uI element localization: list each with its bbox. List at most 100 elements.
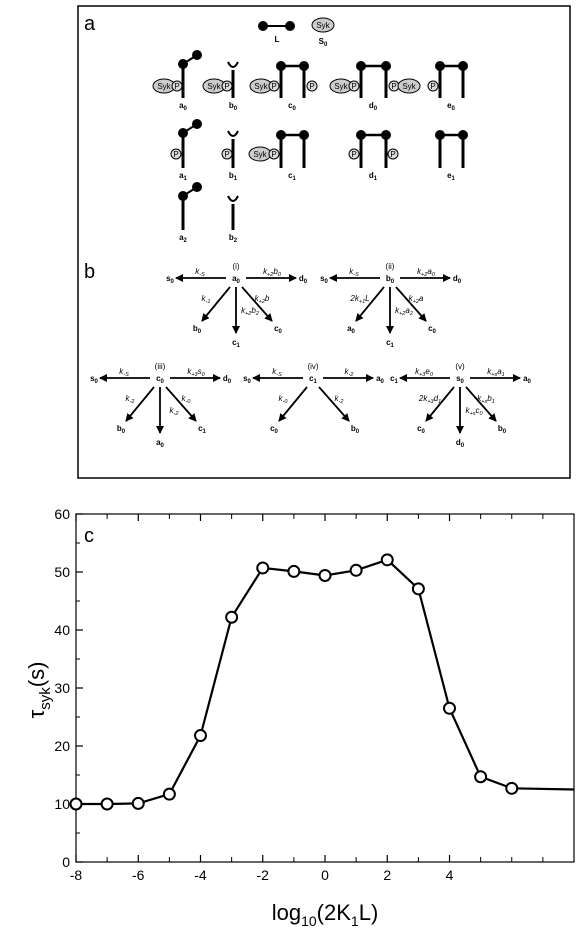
scheme-iii-arrow-downleft (125, 386, 155, 422)
scheme-i-downright: c0 (274, 324, 282, 335)
species-b1: Pb1 (221, 130, 239, 182)
scheme-ii-rate-downleft: 2k+1L (349, 294, 369, 305)
x-tick-label: -6 (132, 867, 145, 883)
scheme-iv-left: s0 (243, 374, 251, 385)
x-axis-ticks: -8 -6 -4 -2 0 2 4 (70, 514, 544, 883)
scheme-ii-left: s0 (320, 274, 328, 285)
scheme-i-rate-downleft: k-1 (202, 294, 211, 305)
panel-ab-frame (77, 5, 571, 479)
panel-c-label: c (84, 525, 94, 547)
scheme-ii-arrow-downright (395, 286, 427, 322)
scheme-iv-arrow-downright (318, 386, 350, 422)
scheme-v-downright: b0 (498, 424, 507, 435)
data-point (349, 563, 363, 577)
scheme-ii-downright: c0 (428, 324, 436, 335)
scheme-ii-rate-down: k+2a2 (395, 306, 413, 317)
scheme-i-rate-right: k+2b0 (263, 267, 282, 278)
species-a0-label: a0 (179, 101, 187, 112)
syk-text: Syk (402, 82, 416, 91)
x-tick-label: 0 (321, 867, 329, 883)
scheme-iii-rate-downright: k-0 (182, 394, 192, 405)
y-axis-label: τsyk(s) (24, 662, 54, 719)
scheme-ii-arrow-downleft (355, 286, 385, 322)
panel-a-label: a (84, 13, 96, 35)
scheme-i-rate-left: k-S (195, 267, 205, 278)
species-b0: Syk Pb0 (202, 61, 239, 112)
scheme-ii-rate-right: k+2a0 (417, 267, 436, 278)
y-tick-label: 60 (54, 506, 70, 522)
scheme-v-arrow-downright (465, 386, 497, 422)
species-a1: Pa1 (170, 119, 202, 182)
scheme-iii: (iii) c0 s0 k-S d0 k+3s0 b0 k-2 a0 k-2 c1 k-0 (90, 362, 232, 449)
data-point (225, 610, 239, 624)
scheme-iii-rate-right: k+3s0 (187, 367, 205, 378)
data-point (131, 796, 145, 810)
p-text: P (173, 150, 178, 159)
data-point (318, 568, 332, 582)
scheme-v-rate-downright: k+sb1 (477, 394, 494, 405)
scheme-i-roman: (i) (232, 262, 239, 271)
scheme-iii-rate-down: k-2 (170, 406, 179, 417)
species-c1-label: c1 (288, 171, 296, 182)
species-a2-label: a2 (179, 233, 187, 244)
scheme-ii-rate-downright: k+2a (409, 294, 424, 305)
scheme-v-rate-downleft: 2k+3d1 (418, 394, 441, 405)
data-point (194, 729, 207, 743)
y-tick-label: 0 (62, 854, 70, 870)
species-b2: b2 (227, 195, 239, 244)
x-tick-label: 4 (446, 867, 454, 883)
scheme-v-arrow-downleft (425, 386, 455, 422)
scheme-v-roman: (v) (455, 362, 465, 371)
scheme-iv-arrow-downleft (278, 386, 308, 422)
scheme-i-rate-down: k+2b2 (241, 306, 259, 317)
scheme-ii-center: b0 (386, 274, 395, 285)
scheme-iii-center: c0 (156, 374, 164, 385)
data-point (100, 797, 114, 811)
panel-b-label: b (84, 261, 95, 283)
data-point (69, 797, 83, 811)
scheme-iii-rate-left: k-S (119, 367, 129, 378)
p-text: P (430, 82, 435, 91)
x-tick-label: -2 (257, 867, 270, 883)
scheme-i-arrow-downright (241, 286, 273, 322)
scheme-i-rate-downright: k+2b (255, 294, 270, 305)
scheme-ii-rate-left: k-S (349, 267, 359, 278)
syk-text: Syk (316, 21, 330, 30)
scheme-v-rate-down: k+sc0 (465, 406, 483, 417)
p-text: P (309, 82, 314, 91)
scheme-i: (i) a0 s0 k-S d0 k+2b0 b0 k-1 c1 k+2b2 c0 k+2b (166, 262, 308, 349)
y-tick-label: 40 (54, 622, 70, 638)
species-c0: Syk P Pc0 (249, 61, 318, 112)
scheme-iv-rate-right: k-2 (345, 367, 354, 378)
p-text: P (224, 150, 229, 159)
scheme-iv-downleft: c0 (270, 424, 278, 435)
syk-text: Syk (334, 82, 348, 91)
scheme-i-left: s0 (166, 274, 174, 285)
species-e1-label: e1 (447, 171, 455, 182)
scheme-iv-right: a0 (376, 374, 384, 385)
series-markers (69, 553, 519, 811)
scheme-iv: (iv) c1 s0 k-S a0 k-2 c0 k-0 b0 k-2 (243, 362, 384, 435)
scheme-v-center: s0 (456, 374, 464, 385)
species-c1: Syk Pc1 (248, 130, 309, 182)
x-tick-label: -4 (194, 867, 207, 883)
scheme-v-left: c1 (390, 374, 398, 385)
scheme-iii-downright: c1 (198, 424, 206, 435)
species-a2: a2 (178, 182, 202, 244)
species-b1-label: b1 (229, 171, 238, 182)
data-point (474, 770, 488, 784)
scheme-iv-rate-downright: k-2 (335, 394, 344, 405)
y-axis-ticks: 0 10 20 30 40 50 60 (54, 506, 83, 870)
data-point (443, 701, 456, 715)
data-point (380, 553, 394, 567)
x-tick-label: 2 (383, 867, 391, 883)
scheme-iv-downright: b0 (351, 424, 360, 435)
p-text: P (391, 82, 396, 91)
syk-text: Syk (253, 150, 267, 159)
scheme-ii-downleft: a0 (347, 324, 355, 335)
species-c0-label: c0 (288, 101, 296, 112)
scheme-iii-left: s0 (90, 374, 98, 385)
y-tick-label: 10 (54, 796, 70, 812)
